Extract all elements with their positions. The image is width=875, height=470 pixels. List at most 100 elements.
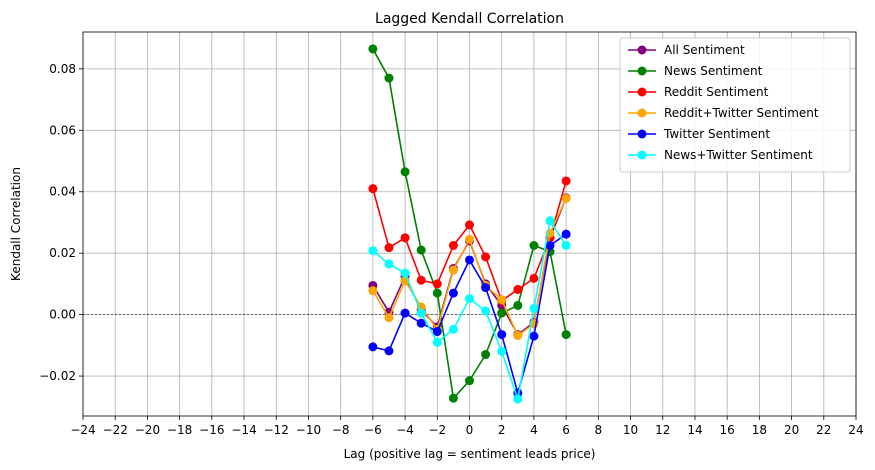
data-point (432, 337, 442, 347)
data-point (561, 194, 571, 204)
data-point (497, 308, 507, 318)
y-tick-label: −0.02 (39, 369, 76, 383)
legend-label: All Sentiment (664, 43, 745, 57)
data-point (384, 243, 394, 253)
y-tick-label: 0.06 (49, 123, 76, 137)
legend-label: News Sentiment (664, 64, 763, 78)
x-tick-label: 8 (595, 423, 603, 437)
y-tick-label: 0.04 (49, 185, 76, 199)
x-tick-label: −2 (428, 423, 446, 437)
x-tick-label: −14 (231, 423, 256, 437)
legend-label: Reddit Sentiment (664, 85, 769, 99)
x-tick-label: −18 (167, 423, 192, 437)
data-point (400, 167, 410, 177)
data-point (465, 255, 474, 265)
y-axis-ticks: −0.02 0.00 0.02 0.04 0.06 0.08 (39, 62, 83, 383)
data-point (529, 273, 539, 283)
legend-swatch-marker (637, 87, 647, 97)
data-point (448, 241, 458, 251)
y-tick-label: 0.00 (49, 308, 76, 322)
series-5 (368, 216, 571, 404)
x-tick-label: 18 (752, 423, 767, 437)
data-point (432, 279, 442, 289)
x-tick-label: 20 (784, 423, 799, 437)
legend-box (619, 37, 851, 173)
x-tick-label: −6 (364, 423, 382, 437)
data-point (513, 300, 523, 310)
x-tick-label: −8 (332, 423, 350, 437)
x-tick-label: −24 (70, 423, 95, 437)
x-tick-label: 22 (816, 423, 831, 437)
data-point (497, 330, 507, 340)
data-point (416, 308, 426, 318)
data-point (400, 233, 410, 243)
x-tick-label: −10 (296, 423, 321, 437)
x-tick-label: 0 (466, 423, 474, 437)
data-point (465, 234, 474, 244)
data-point (448, 265, 458, 275)
data-point (545, 216, 555, 226)
data-point (448, 324, 458, 334)
data-point (416, 275, 426, 285)
x-tick-label: 10 (623, 423, 638, 437)
series-1 (368, 44, 571, 403)
y-tick-label: 0.08 (49, 62, 76, 76)
data-point (481, 306, 491, 316)
x-tick-label: 2 (498, 423, 506, 437)
x-tick-label: 16 (720, 423, 735, 437)
data-point (545, 241, 555, 251)
data-point (400, 268, 410, 278)
data-point (465, 376, 474, 386)
data-point (513, 394, 523, 404)
data-point (368, 44, 378, 54)
data-point (561, 229, 571, 239)
legend-swatch-marker (637, 66, 647, 76)
x-tick-label: 4 (530, 423, 538, 437)
data-point (384, 259, 394, 269)
series-layer (368, 44, 571, 404)
data-point (497, 295, 507, 305)
grid (82, 32, 857, 416)
data-point (384, 346, 394, 356)
data-point (529, 303, 539, 313)
data-point (529, 331, 539, 341)
data-point (432, 288, 442, 298)
data-point (400, 308, 410, 318)
data-point (368, 246, 378, 256)
legend-label: News+Twitter Sentiment (664, 148, 813, 162)
legend-swatch-marker (637, 108, 647, 118)
data-point (529, 241, 539, 251)
y-axis-title: Kendall Correlation (9, 167, 23, 281)
x-tick-label: −12 (264, 423, 289, 437)
data-point (481, 350, 491, 360)
data-point (384, 73, 394, 83)
data-point (448, 288, 458, 298)
x-tick-label: −22 (103, 423, 128, 437)
data-point (432, 327, 442, 337)
chart-title: Lagged Kendall Correlation (375, 11, 564, 27)
data-point (481, 283, 491, 293)
legend-label: Reddit+Twitter Sentiment (664, 106, 819, 120)
x-tick-label: 12 (655, 423, 670, 437)
x-axis-title: Lag (positive lag = sentiment leads pric… (344, 447, 596, 461)
x-tick-label: 24 (848, 423, 863, 437)
legend-swatch-marker (637, 129, 647, 139)
data-point (448, 393, 458, 403)
x-axis-ticks: −24 −22 −20 −18 −16 −14 −12 −10 −8 −6 −4 −2 0 2 4 6 8 10 1… (70, 416, 864, 437)
legend-label: Twitter Sentiment (663, 127, 770, 141)
data-point (561, 241, 571, 251)
x-tick-label: −20 (135, 423, 160, 437)
x-tick-label: −16 (199, 423, 224, 437)
data-point (465, 294, 474, 304)
data-point (368, 342, 378, 352)
legend: All Sentiment News Sentiment Reddit Sentim… (619, 37, 851, 173)
data-point (513, 284, 523, 294)
data-point (561, 176, 571, 186)
data-point (497, 346, 507, 356)
data-point (416, 245, 426, 255)
data-point (384, 313, 394, 323)
data-point (513, 331, 523, 341)
y-tick-label: 0.02 (49, 246, 76, 260)
data-point (416, 318, 426, 328)
